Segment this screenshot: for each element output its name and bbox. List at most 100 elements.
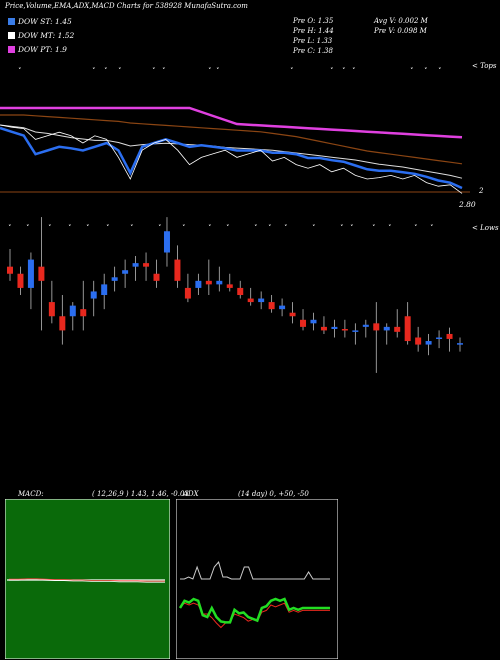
adx-label: ADX (183, 490, 199, 498)
top-tick-mark: ˅ (18, 67, 22, 75)
ema-panel: ˅ ˅ ˅ ˅ ˅ ˅ ˅ ˅ ˅ ˅ ˅ ˅ ˅ ˅ ˅ (0, 67, 470, 194)
candle-tick-mark: ˅ (312, 224, 316, 232)
candle-tick-mark: ˅ (48, 224, 52, 232)
candle-body (279, 305, 286, 310)
candle-body (394, 326, 401, 332)
top-tick-mark: ˅ (92, 67, 96, 75)
candle-body (415, 337, 422, 345)
top-tick-mark: ˅ (118, 67, 122, 75)
top-tick-mark: ˅ (424, 67, 428, 75)
candle-tick-mark: ˅ (414, 224, 418, 232)
ema-short-line (0, 126, 463, 190)
candle-body (331, 326, 338, 329)
candle-body (289, 312, 296, 317)
macd-panel (5, 499, 170, 659)
candle-body (101, 284, 108, 295)
candle-tick-mark: ˅ (350, 224, 354, 232)
candle-body (195, 280, 202, 288)
candle-body (352, 330, 359, 332)
candle-tick-mark: ˅ (340, 224, 344, 232)
candle-body (320, 326, 327, 331)
candle-body (205, 280, 212, 285)
candle-tick-mark: ˅ (268, 224, 272, 232)
top-tick-mark: ˅ (352, 67, 356, 75)
lows-label: < Lows (472, 224, 499, 232)
candle-body (143, 263, 150, 267)
candle-body (184, 287, 191, 299)
ema-magenta-line (0, 106, 463, 139)
prev-high: Pre H: 1.44 (293, 27, 334, 35)
candle-body (216, 280, 223, 285)
top-tick-mark: ˅ (216, 67, 220, 75)
candle-tick-mark: ˅ (86, 224, 90, 232)
candle-tick-mark: ˅ (26, 224, 30, 232)
adx-params: (14 day) 0, +50, -50 (238, 490, 309, 498)
candle-tick-mark: ˅ (430, 224, 434, 232)
candle-tick-mark: ˅ (372, 224, 376, 232)
top-tick-mark: ˅ (438, 67, 442, 75)
candle-tick-mark: ˅ (8, 224, 12, 232)
candle-body (436, 337, 443, 339)
prev-low: Pre L: 1.33 (293, 37, 333, 45)
candle-body (362, 324, 369, 327)
candle-body (373, 323, 380, 331)
candle-tick-mark: ˅ (182, 224, 186, 232)
candle-body (383, 326, 390, 331)
legend-item-dow-mt: DOW MT: 1.52 (8, 31, 74, 41)
macd-line (9, 579, 165, 583)
prev-open: Pre O: 1.35 (293, 17, 334, 25)
ema-mid-line (0, 124, 463, 179)
prev-close: Pre C: 1.38 (293, 47, 333, 55)
tops-label: < Tops (472, 62, 497, 70)
candle-tick-mark: ˅ (158, 224, 162, 232)
candle-body (446, 333, 453, 339)
candle-tick-mark: ˅ (130, 224, 134, 232)
legend-item-dow-pt: DOW PT: 1.9 (8, 45, 67, 55)
ema-long-line (0, 114, 463, 165)
candle-body (300, 319, 307, 327)
price-marker: 2.80 (459, 200, 476, 209)
candle-body (310, 319, 317, 324)
candle-body (237, 287, 244, 295)
small-marker: 2 (479, 187, 484, 195)
candle-body (268, 302, 275, 310)
legend-item-dow-st: DOW ST: 1.45 (8, 17, 72, 27)
price-line (0, 124, 463, 194)
candle-tick-mark: ˅ (68, 224, 72, 232)
candlestick-panel: ˅ ˅ ˅ ˅ ˅ ˅ ˅ ˅ ˅ ˅ ˅ ˅ ˅ ˅ ˅ ˅ ˅ ˅ ˅ ˅ ˅ (7, 217, 463, 373)
chart-title: Price,Volume,EMA,ADX,MACD Charts for 538… (5, 2, 248, 10)
top-tick-mark: ˅ (208, 67, 212, 75)
candle-body (226, 284, 233, 288)
candle-body (38, 266, 45, 281)
legend-label-dow-pt: DOW PT: 1.9 (18, 45, 67, 54)
candle-body (111, 277, 118, 281)
macd-params: ( 12,26,9 ) 1.43, 1.46, -0.03 (92, 490, 189, 498)
candle-tick-mark: ˅ (388, 224, 392, 232)
candle-tick-mark: ˅ (106, 224, 110, 232)
candle-body (132, 263, 139, 267)
top-tick-mark: ˅ (410, 67, 414, 75)
legend-label-dow-mt: DOW MT: 1.52 (18, 31, 75, 40)
candle-body (163, 231, 170, 253)
macd-signal-line (9, 578, 165, 582)
top-tick-mark: ˅ (342, 67, 346, 75)
candle-body (341, 329, 348, 331)
legend-swatch-dow-mt (8, 32, 15, 39)
top-tick-mark: ˅ (152, 67, 156, 75)
candle-body (69, 305, 76, 317)
top-tick-mark: ˅ (330, 67, 334, 75)
plus-di-line (178, 597, 330, 624)
candle-body (7, 266, 13, 274)
adx-panel (176, 499, 338, 659)
candle-body (122, 270, 129, 274)
candle-body (27, 259, 34, 288)
candle-body (48, 302, 55, 317)
candle-tick-mark: ˅ (254, 224, 258, 232)
top-tick-mark: ˅ (162, 67, 166, 75)
candle-body (258, 298, 265, 303)
candle-body (90, 291, 97, 299)
legend-label-dow-st: DOW ST: 1.45 (18, 17, 72, 26)
prev-volume: Pre V: 0.098 M (374, 27, 427, 35)
avg-volume: Avg V: 0.002 M (374, 17, 428, 25)
candle-tick-mark: ˅ (284, 224, 288, 232)
